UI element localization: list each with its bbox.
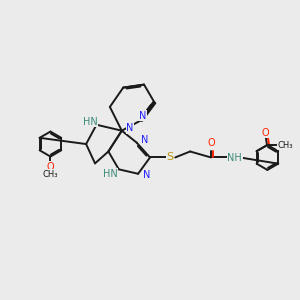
Text: S: S bbox=[167, 152, 174, 162]
Text: N: N bbox=[142, 170, 150, 180]
Text: HN: HN bbox=[82, 117, 97, 127]
Text: O: O bbox=[46, 162, 54, 172]
Text: O: O bbox=[207, 138, 215, 148]
Text: N: N bbox=[139, 111, 146, 121]
Text: CH₃: CH₃ bbox=[43, 170, 58, 179]
Text: CH₃: CH₃ bbox=[277, 141, 292, 150]
Text: O: O bbox=[262, 128, 269, 138]
Text: HN: HN bbox=[103, 169, 117, 179]
Text: N: N bbox=[126, 123, 134, 133]
Text: NH: NH bbox=[227, 153, 242, 163]
Text: N: N bbox=[141, 135, 148, 145]
